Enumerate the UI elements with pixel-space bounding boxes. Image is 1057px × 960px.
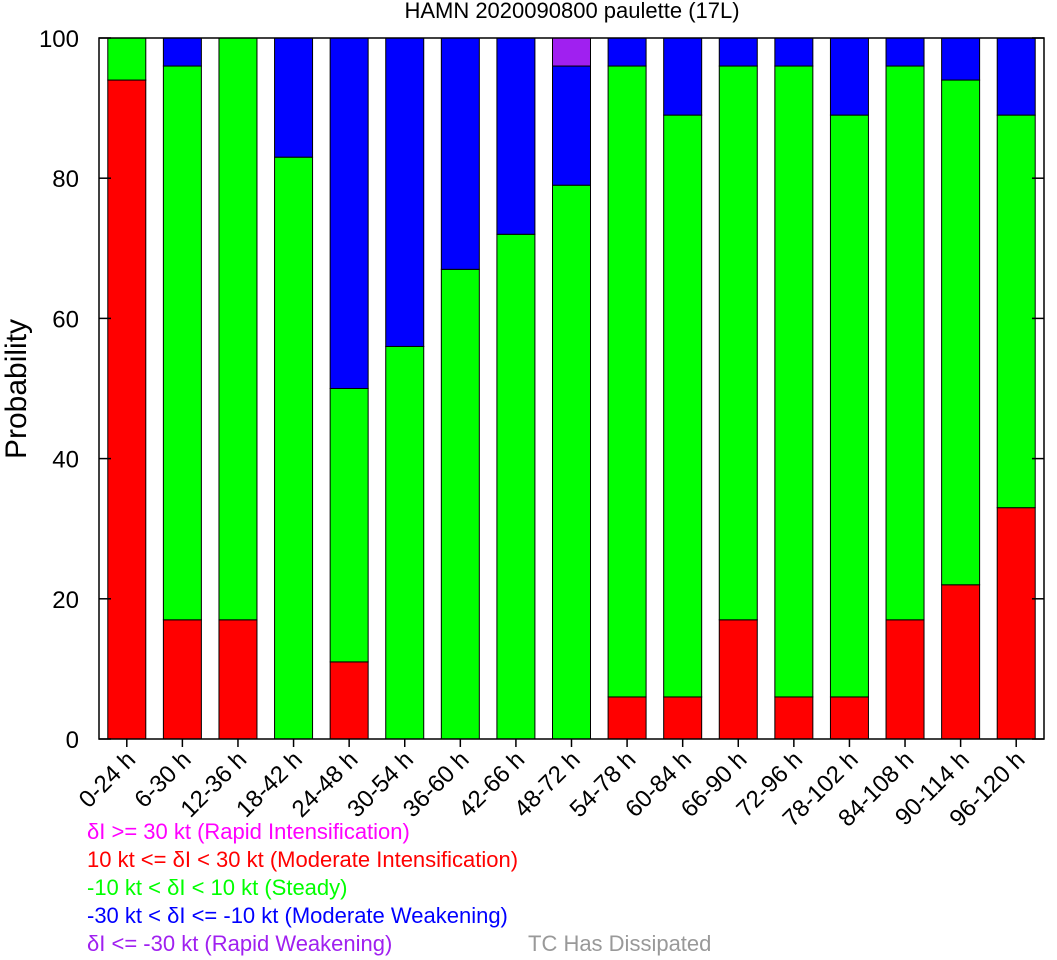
bar-steady-3 — [274, 156, 314, 740]
legend-rapid-intensification: δI >= 30 kt (Rapid Intensification) — [87, 819, 410, 844]
bar-steady-13 — [829, 114, 869, 698]
y-tick-label-60: 60 — [52, 306, 79, 333]
bar-moderate-weakening-14 — [885, 37, 925, 67]
bar-moderate-intensification-4 — [329, 661, 369, 740]
bar-moderate-weakening-7 — [496, 37, 536, 235]
legend-rapid-weakening: δI <= -30 kt (Rapid Weakening) — [87, 931, 393, 956]
y-tick-label-0: 0 — [66, 727, 79, 754]
bar-moderate-weakening-3 — [274, 37, 314, 158]
bar-rapid-weakening-8 — [552, 37, 591, 67]
bar-moderate-weakening-8 — [552, 65, 591, 186]
y-tick-label-40: 40 — [52, 447, 79, 474]
bar-steady-11 — [718, 65, 758, 621]
legend-tc-dissipated: TC Has Dissipated — [528, 931, 712, 956]
chart-title: HAMN 2020090800 paulette (17L) — [404, 0, 739, 23]
y-tick-label-100: 100 — [39, 26, 79, 53]
bar-moderate-weakening-4 — [329, 37, 369, 389]
bar-steady-14 — [885, 65, 925, 621]
bar-moderate-weakening-9 — [607, 37, 647, 67]
bar-moderate-weakening-1 — [162, 37, 202, 67]
bar-steady-12 — [774, 65, 814, 698]
bar-steady-15 — [941, 79, 981, 586]
bar-steady-8 — [552, 184, 591, 740]
bar-moderate-intensification-10 — [663, 696, 703, 740]
bar-moderate-intensification-11 — [718, 619, 758, 740]
bar-steady-6 — [440, 268, 480, 740]
bar-steady-5 — [385, 345, 425, 740]
bar-steady-7 — [496, 233, 536, 740]
bar-moderate-intensification-15 — [941, 584, 981, 740]
bar-moderate-weakening-6 — [440, 37, 480, 270]
bar-steady-16 — [996, 114, 1036, 509]
bar-moderate-intensification-16 — [996, 507, 1036, 740]
bar-moderate-weakening-10 — [663, 37, 703, 116]
y-axis-label: Probability — [0, 319, 33, 459]
bar-moderate-intensification-14 — [885, 619, 925, 740]
bar-steady-0 — [107, 37, 147, 81]
bar-moderate-intensification-0 — [107, 79, 147, 740]
bar-moderate-weakening-5 — [385, 37, 425, 347]
bar-moderate-weakening-15 — [941, 37, 981, 81]
bar-moderate-weakening-12 — [774, 37, 814, 67]
bar-moderate-weakening-16 — [996, 37, 1036, 116]
bars-group — [107, 37, 1036, 740]
bar-steady-1 — [162, 65, 202, 621]
bar-steady-10 — [663, 114, 703, 698]
y-tick-label-20: 20 — [52, 587, 79, 614]
bar-moderate-weakening-11 — [718, 37, 758, 67]
legend-moderate-intensification: 10 kt <= δI < 30 kt (Moderate Intensific… — [87, 847, 519, 872]
bar-moderate-weakening-13 — [829, 37, 869, 116]
x-tick-label-0: 0-24 h — [74, 746, 141, 813]
bar-moderate-intensification-2 — [218, 619, 258, 740]
bar-steady-9 — [607, 65, 647, 698]
y-tick-label-80: 80 — [52, 166, 79, 193]
bar-steady-2 — [218, 37, 258, 621]
bar-steady-4 — [329, 388, 369, 663]
legend-moderate-weakening: -30 kt < δI <= -10 kt (Moderate Weakenin… — [87, 903, 508, 928]
bar-moderate-intensification-1 — [162, 619, 202, 740]
bar-moderate-intensification-12 — [774, 696, 814, 740]
bar-moderate-intensification-13 — [829, 696, 869, 740]
legend-steady: -10 kt < δI < 10 kt (Steady) — [87, 875, 348, 900]
bar-moderate-intensification-9 — [607, 696, 647, 740]
